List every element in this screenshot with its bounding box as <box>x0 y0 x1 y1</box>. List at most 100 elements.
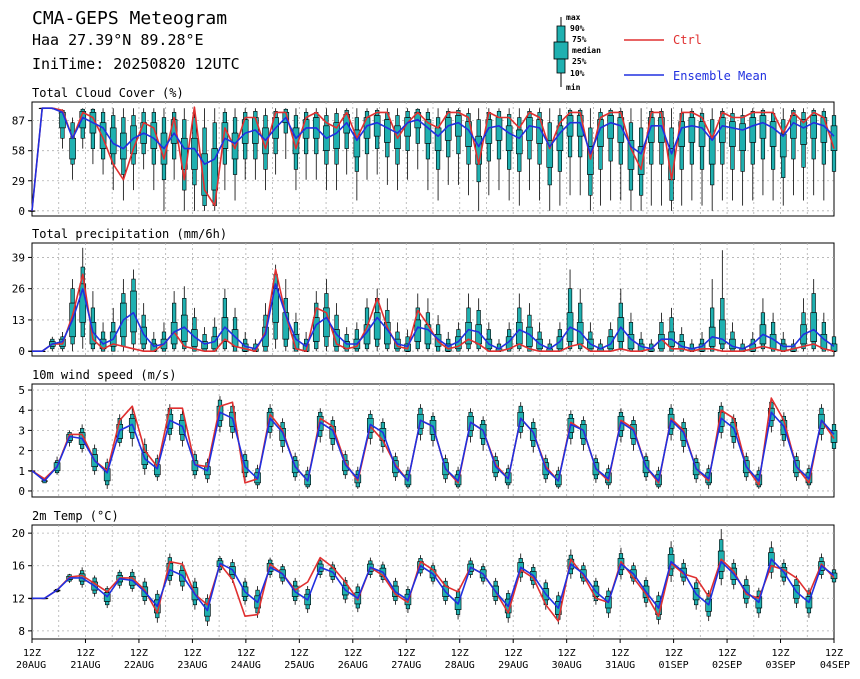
y-tick-label: 13 <box>12 314 25 327</box>
box-whisker <box>658 312 665 352</box>
y-tick-label: 1 <box>18 465 25 478</box>
box-whisker <box>800 108 807 201</box>
y-tick-label: 0 <box>18 345 25 358</box>
box-whisker <box>363 108 371 180</box>
box-whisker <box>810 279 817 352</box>
box-whisker <box>150 108 158 191</box>
x-tick-date: 30AUG <box>552 660 582 671</box>
y-tick-label: 2 <box>18 445 25 458</box>
box-whisker <box>607 322 614 352</box>
box-whisker <box>69 117 76 180</box>
box-whisker <box>28 210 36 212</box>
box-whisker <box>810 108 817 196</box>
x-tick-date: 29AUG <box>498 660 528 671</box>
box-whisker <box>292 108 300 191</box>
x-tick-hour: 12Z <box>665 648 683 659</box>
y-tick-label: 0 <box>18 485 25 498</box>
x-tick-hour: 12Z <box>290 648 308 659</box>
legend-p25: 25% <box>572 57 587 66</box>
box-whisker <box>719 250 726 352</box>
legend: max 90% 75% median 25% 10% min Ctrl Ense… <box>553 13 767 92</box>
y-tick-label: 8 <box>18 625 25 638</box>
panel-3: 10m wind speed (m/s) 0 1 2 3 4 5 <box>18 368 838 498</box>
x-tick-hour: 12Z <box>558 648 576 659</box>
box-whisker <box>556 322 564 352</box>
y-tick-label: 39 <box>12 251 25 264</box>
box-whisker <box>414 293 422 352</box>
box-whisker <box>312 291 320 352</box>
x-tick-hour: 12Z <box>237 648 255 659</box>
box-whisker <box>576 288 584 352</box>
box-whisker <box>384 108 391 185</box>
x-tick-hour: 12Z <box>451 648 469 659</box>
box-whisker <box>465 293 472 352</box>
x-tick-hour: 12Z <box>504 648 522 659</box>
x-tick-hour: 12Z <box>611 648 629 659</box>
ensemble-mean-line <box>32 558 835 612</box>
box-whisker <box>495 339 503 352</box>
x-tick-hour: 12Z <box>397 648 415 659</box>
box-whisker <box>140 303 147 352</box>
x-tick-date: 23AUG <box>177 660 207 671</box>
x-tick-date: 02SEP <box>712 660 742 671</box>
x-tick-date: 28AUG <box>445 660 475 671</box>
x-tick-date: 22AUG <box>124 660 154 671</box>
legend-p10: 10% <box>570 69 585 78</box>
box-whisker <box>292 312 300 352</box>
box-whisker <box>515 108 523 206</box>
y-tick-label: 26 <box>12 283 25 296</box>
box-whisker <box>333 108 340 191</box>
box-whisker <box>191 108 198 211</box>
x-tick-date: 20AUG <box>16 660 46 671</box>
y-tick-label: 20 <box>12 527 25 540</box>
box-whisker <box>566 269 574 352</box>
box-whisker <box>779 331 787 352</box>
box-whisker <box>769 108 777 201</box>
x-tick-hour: 12Z <box>130 648 148 659</box>
box-whisker <box>779 108 787 206</box>
box-whisker <box>719 108 726 201</box>
box-whisker <box>201 108 208 211</box>
box-whisker <box>637 108 645 211</box>
legend-median: median <box>572 45 601 55</box>
legend-min: min <box>566 82 581 92</box>
init-time-label: IniTime: 20250820 12UTC <box>32 55 240 73</box>
box-whisker <box>546 108 554 211</box>
x-tick-date: 01SEP <box>659 660 689 671</box>
y-tick-label: 29 <box>12 175 25 188</box>
panel-1: Total Cloud Cover (%) 0 29 58 87 <box>12 86 838 218</box>
x-tick-hour: 12Z <box>183 648 201 659</box>
box-whisker <box>698 331 706 352</box>
box-whisker <box>404 108 411 180</box>
box-whisker <box>505 322 513 352</box>
legend-ctrl-label: Ctrl <box>673 33 702 47</box>
box-whisker <box>120 108 127 201</box>
box-whisker <box>830 108 838 206</box>
ensemble-mean-line <box>31 411 835 482</box>
x-tick-hour: 12Z <box>825 648 843 659</box>
box-whisker <box>617 288 625 352</box>
panel-title: 10m wind speed (m/s) <box>32 368 177 382</box>
panel-title: 2m Temp (°C) <box>32 509 119 523</box>
box-whisker <box>495 108 503 191</box>
box-whisker <box>414 108 422 170</box>
box-whisker <box>170 291 178 352</box>
box-whisker <box>800 298 807 352</box>
x-tick-date: 31AUG <box>605 660 635 671</box>
x-tick-date: 25AUG <box>284 660 314 671</box>
page-title: CMA-GEPS Meteogram <box>32 8 228 29</box>
box-whisker <box>769 312 777 352</box>
box-whisker <box>830 566 838 586</box>
x-tick-date: 03SEP <box>765 660 795 671</box>
box-whisker <box>434 108 442 201</box>
box-whisker <box>429 412 437 447</box>
box-whisker <box>759 108 767 196</box>
box-whisker <box>201 327 208 352</box>
location-label: Haa 27.39°N 89.28°E <box>32 31 204 49</box>
x-tick-date: 26AUG <box>338 660 368 671</box>
legend-max: max <box>566 13 581 22</box>
legend-box-symbol <box>553 17 569 87</box>
box-whisker <box>140 108 147 170</box>
box-whisker <box>627 312 635 352</box>
